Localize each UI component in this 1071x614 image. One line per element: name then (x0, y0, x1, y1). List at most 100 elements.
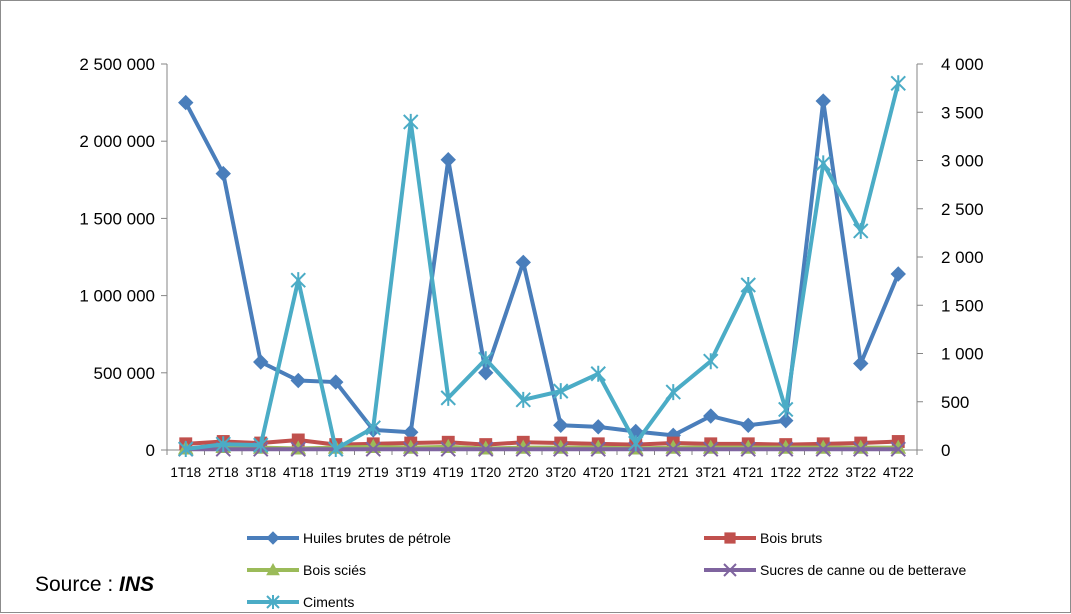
y-right-tick-label: 3 000 (941, 152, 984, 171)
series-ciments (178, 75, 906, 458)
legend-item: Huiles brutes de pétrole (247, 530, 451, 546)
data-point-marker (290, 372, 306, 389)
y-right-tick-label: 1 000 (941, 345, 984, 364)
x-tick-label: 3T19 (395, 465, 426, 480)
x-tick-label: 2T21 (658, 465, 689, 480)
data-point-marker (553, 417, 569, 434)
data-point-marker (253, 437, 269, 454)
data-point-marker (890, 75, 906, 92)
data-point-marker (515, 391, 531, 408)
data-point-marker (778, 441, 794, 457)
x-tick-label: 2T22 (808, 465, 839, 480)
data-point-marker (290, 272, 306, 289)
data-point-marker (553, 441, 569, 457)
y-left-tick-label: 2 000 000 (79, 132, 155, 151)
data-point-marker (440, 441, 456, 457)
data-point-marker (478, 441, 494, 457)
data-point-marker (703, 408, 719, 424)
data-point-marker (703, 441, 719, 457)
data-point-marker (403, 441, 419, 457)
x-tick-label: 4T18 (283, 465, 314, 480)
data-point-marker (778, 412, 794, 429)
legend-label: Bois sciés (303, 562, 366, 578)
data-point-marker (478, 365, 494, 381)
data-point-marker (740, 417, 756, 434)
x-tick-label: 3T20 (545, 465, 576, 480)
series-huiles-brutes-de-p-trole (178, 93, 906, 444)
x-tick-label: 3T21 (695, 465, 726, 480)
data-point-marker (328, 441, 344, 458)
x-tick-label: 2T18 (208, 465, 239, 480)
data-point-marker (266, 531, 280, 545)
data-point-marker (266, 562, 280, 576)
x-tick-label: 1T21 (620, 465, 651, 480)
legend-item: Sucres de canne ou de betterave (704, 562, 966, 578)
source-note: Source : INS (35, 573, 154, 597)
legend-label: Sucres de canne ou de betterave (760, 562, 966, 578)
data-point-marker (890, 266, 906, 282)
legend-item: Ciments (247, 594, 354, 610)
series-layer (177, 75, 907, 458)
data-point-marker (440, 389, 456, 406)
data-point-marker (590, 365, 606, 382)
data-point-marker (778, 401, 794, 418)
data-point-marker (253, 354, 269, 370)
data-point-marker (815, 155, 831, 172)
y-left-tick-label: 500 000 (94, 364, 155, 383)
axes: 0 500 000 1 000 000 1 500 000 2 000 000 2 500… (79, 55, 983, 480)
data-point-marker (740, 441, 756, 457)
data-point-marker (703, 353, 719, 370)
x-tick-label: 4T20 (583, 465, 614, 480)
data-point-marker (365, 441, 381, 457)
data-point-marker (365, 419, 381, 436)
x-tick-label: 1T20 (470, 465, 501, 480)
x-tick-label: 4T21 (733, 465, 764, 480)
y-left-tick-label: 2 500 000 (79, 55, 155, 74)
data-point-marker (215, 165, 231, 182)
data-point-marker (590, 419, 606, 435)
x-tick-label: 3T18 (245, 465, 276, 480)
legend-label: Bois bruts (760, 530, 822, 546)
data-point-marker (815, 93, 831, 109)
x-tick-label: 3T22 (845, 465, 876, 480)
y-right-tick-label: 500 (941, 393, 969, 412)
data-point-marker (853, 222, 869, 239)
data-point-marker (515, 254, 531, 271)
y-right-tick-label: 1 500 (941, 296, 984, 315)
x-tick-label: 4T19 (433, 465, 464, 480)
x-tick-label: 2T19 (358, 465, 389, 480)
legend: Huiles brutes de pétrole Bois bruts Bois s… (247, 530, 966, 610)
y-right-tick-label: 4 000 (941, 55, 984, 74)
source-name: INS (119, 573, 155, 596)
data-point-marker (590, 441, 606, 457)
y-right-tick-label: 3 500 (941, 103, 984, 122)
data-point-marker (853, 355, 869, 372)
data-point-marker (553, 383, 569, 400)
legend-label: Huiles brutes de pétrole (303, 530, 451, 546)
data-point-marker (724, 532, 736, 544)
data-point-marker (740, 276, 756, 293)
data-point-marker (665, 441, 681, 457)
x-tick-label: 1T22 (770, 465, 801, 480)
data-point-marker (628, 435, 644, 452)
data-point-marker (815, 441, 831, 457)
data-point-marker (328, 374, 344, 390)
x-tick-label: 2T20 (508, 465, 539, 480)
x-tick-label: 4T22 (883, 465, 914, 480)
legend-label: Ciments (303, 594, 354, 610)
y-left-tick-label: 0 (146, 441, 155, 460)
source-prefix: Source : (35, 573, 120, 596)
data-point-marker (290, 441, 306, 457)
data-point-marker (440, 152, 456, 168)
y-right-tick-label: 2 000 (941, 248, 984, 267)
data-point-marker (723, 563, 737, 577)
data-point-marker (665, 384, 681, 401)
y-right-tick-label: 0 (941, 441, 950, 460)
data-point-marker (853, 441, 869, 457)
data-point-marker (178, 94, 194, 111)
data-point-marker (515, 441, 531, 457)
data-point-marker (403, 113, 419, 130)
x-tick-label: 1T19 (320, 465, 351, 480)
